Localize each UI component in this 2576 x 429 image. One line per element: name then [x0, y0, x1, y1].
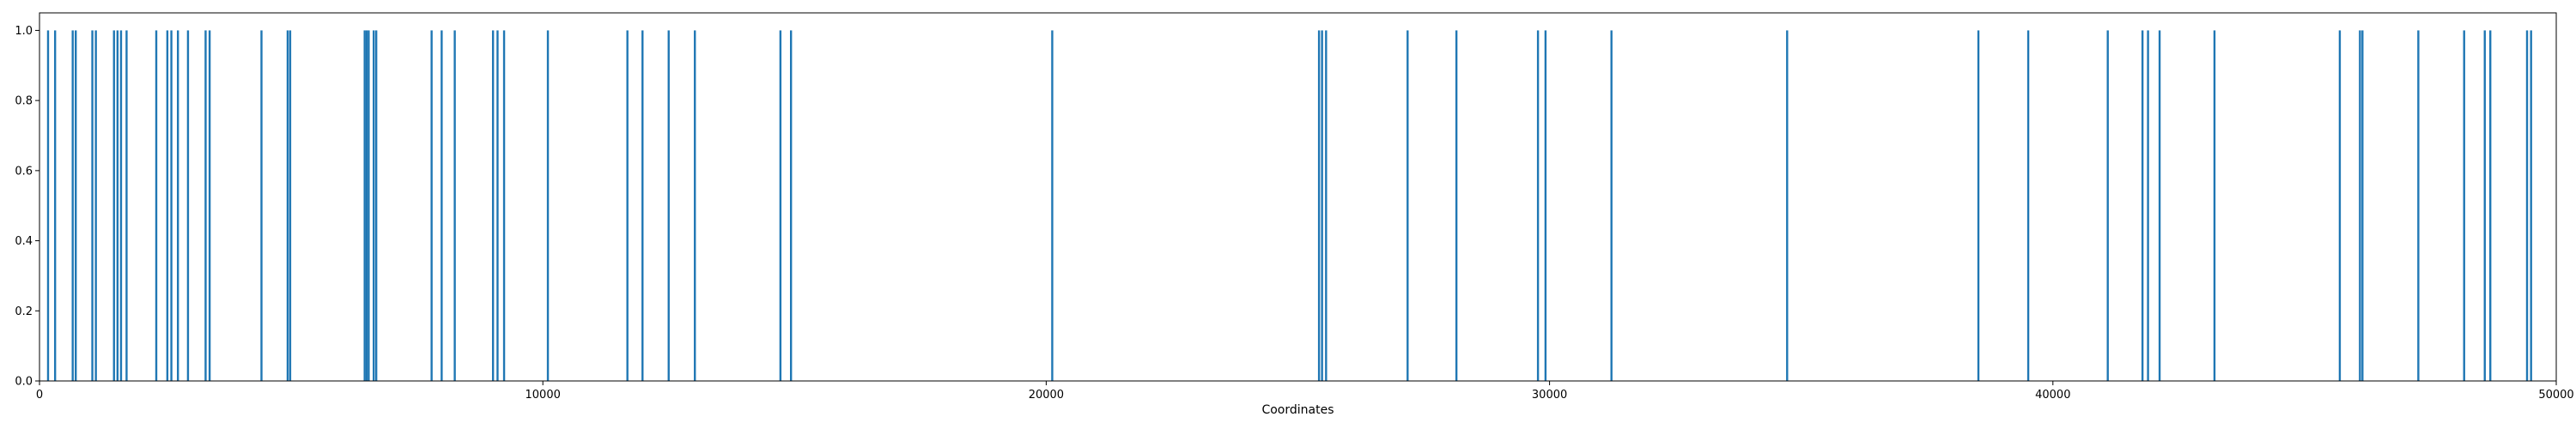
- bar: [453, 30, 456, 382]
- bar: [186, 30, 190, 382]
- bar: [204, 30, 207, 382]
- bar: [1544, 30, 1547, 382]
- bar: [208, 30, 211, 382]
- bar: [1536, 30, 1540, 382]
- x-tick-label: 50000: [2538, 389, 2573, 402]
- bar: [260, 30, 263, 382]
- x-axis-label: Coordinates: [1261, 403, 1334, 417]
- bar: [1786, 30, 1789, 382]
- bar: [2338, 30, 2342, 382]
- x-tick-label: 0: [36, 389, 43, 402]
- y-tick-label: 1.0: [15, 25, 33, 38]
- bar: [75, 30, 77, 382]
- bar: [363, 30, 366, 382]
- bar: [2141, 30, 2144, 382]
- y-axis: 0.0 0.2 0.4 0.6 0.8 1.0: [15, 25, 39, 389]
- bar: [546, 30, 550, 382]
- y-tick-label: 0.4: [15, 235, 33, 248]
- bar: [430, 30, 433, 382]
- bar: [166, 30, 169, 382]
- bar: [71, 30, 74, 382]
- bar: [2026, 30, 2030, 382]
- bar: [365, 30, 368, 382]
- bar: [496, 30, 499, 382]
- bar: [119, 30, 123, 382]
- x-tick-label: 20000: [1029, 389, 1064, 402]
- bar: [1455, 30, 1458, 382]
- bar: [491, 30, 495, 382]
- bar: [502, 30, 506, 382]
- bar: [2463, 30, 2465, 382]
- bar: [46, 30, 50, 382]
- bar: [1317, 30, 1321, 382]
- bar: [289, 30, 292, 382]
- bar: [2417, 30, 2420, 382]
- bar: [1610, 30, 1613, 382]
- bar: [286, 30, 289, 382]
- bar: [170, 30, 173, 382]
- bar: [94, 30, 97, 382]
- bar: [2530, 30, 2532, 382]
- bar: [177, 30, 179, 382]
- plot-frame: [39, 12, 2557, 382]
- bar: [641, 30, 644, 382]
- x-tick-label: 40000: [2035, 389, 2070, 402]
- bar: [2213, 30, 2216, 382]
- x-axis: 0 10000 20000 30000 40000 50000: [36, 381, 2574, 402]
- bar: [1051, 30, 1054, 382]
- y-tick-label: 0.6: [15, 165, 33, 178]
- bars-group: [46, 30, 2532, 382]
- bar: [373, 30, 375, 382]
- bar: [1406, 30, 1409, 382]
- bar: [790, 30, 793, 382]
- bar: [112, 30, 115, 382]
- bar: [368, 30, 370, 382]
- bar: [2147, 30, 2149, 382]
- bar: [374, 30, 378, 382]
- x-tick-label: 30000: [1532, 389, 1567, 402]
- bar: [2158, 30, 2161, 382]
- bar: [2489, 30, 2492, 382]
- bar: [2106, 30, 2109, 382]
- bar: [53, 30, 57, 382]
- bar: [1321, 30, 1323, 382]
- bar: [2359, 30, 2361, 382]
- bar: [779, 30, 782, 382]
- bar: [125, 30, 128, 382]
- bar: [91, 30, 94, 382]
- bar: [116, 30, 119, 382]
- y-tick-label: 0.8: [15, 95, 33, 108]
- bar: [2483, 30, 2486, 382]
- y-tick-label: 0.2: [15, 305, 33, 318]
- bar: [2525, 30, 2529, 382]
- x-tick-label: 10000: [526, 389, 561, 402]
- bar: [667, 30, 670, 382]
- bar: [440, 30, 443, 382]
- y-tick-label: 0.0: [15, 376, 33, 389]
- bar: [1325, 30, 1327, 382]
- bar: [155, 30, 158, 382]
- bar: [1977, 30, 1980, 382]
- bar: [2361, 30, 2364, 382]
- bar: [694, 30, 696, 382]
- bar: [626, 30, 629, 382]
